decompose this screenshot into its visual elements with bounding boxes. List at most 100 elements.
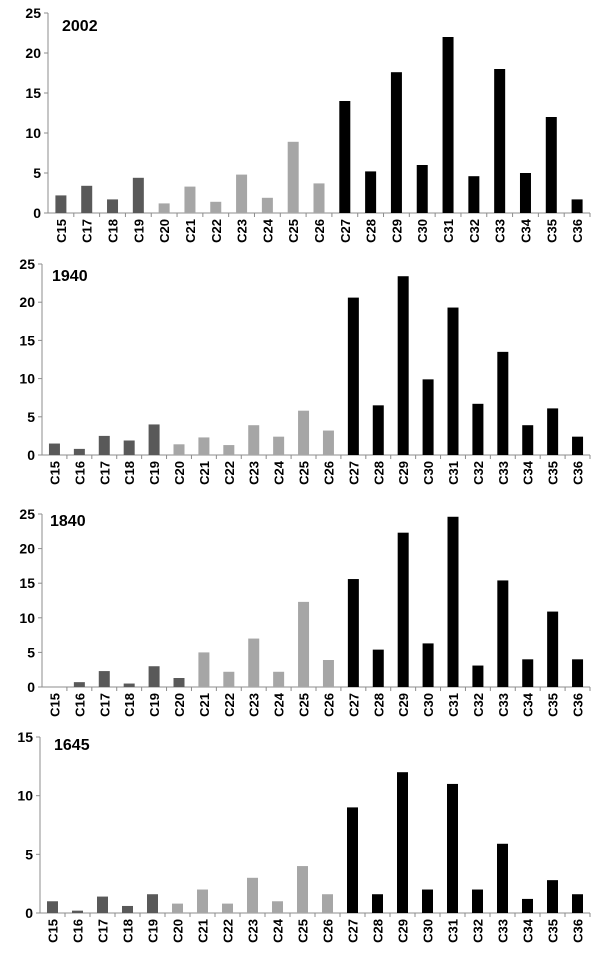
x-tick-label: C34 — [521, 692, 536, 717]
x-tick-label: C32 — [467, 219, 482, 243]
x-tick-label: C17 — [97, 693, 112, 717]
x-tick-label: C25 — [286, 219, 301, 243]
x-tick-label: C21 — [197, 693, 212, 717]
bar-C15 — [55, 195, 67, 213]
bar-C33 — [497, 580, 509, 687]
bar-C17 — [98, 435, 110, 455]
x-tick-label: C20 — [157, 219, 172, 243]
bar-C21 — [198, 437, 210, 455]
bar-C17 — [98, 671, 110, 687]
bar-C27 — [347, 579, 359, 687]
x-tick-label: C29 — [396, 693, 411, 717]
bar-C36 — [572, 436, 584, 455]
x-tick-label: C22 — [222, 461, 237, 485]
y-tick-label: 5 — [25, 846, 33, 862]
bar-C30 — [416, 165, 428, 213]
bar-C26 — [322, 660, 334, 687]
bar-C34 — [522, 425, 534, 455]
bar-C31 — [447, 516, 459, 687]
y-tick-label: 0 — [27, 447, 35, 463]
bar-C35 — [547, 408, 559, 455]
x-tick-label: C23 — [247, 461, 262, 485]
bar-C25 — [298, 601, 310, 687]
bar-chart-1840: 0 5 10 15 20 25 C15 C16 C17 C18 C19 C20 C21 C22 C23 C24… — [19, 506, 591, 717]
x-tick-label: C18 — [122, 461, 137, 485]
x-tick-label: C23 — [247, 693, 262, 717]
x-tick-label: C31 — [446, 461, 461, 485]
bar-C25 — [297, 866, 308, 913]
bar-C31 — [447, 783, 458, 913]
y-tick-label: 10 — [25, 125, 41, 141]
bar-C21 — [197, 889, 208, 913]
x-tick-label: C25 — [297, 461, 312, 485]
x-tick-label: C31 — [446, 693, 461, 717]
bar-C19 — [148, 424, 160, 455]
x-tick-label: C24 — [272, 692, 287, 717]
x-tick-label: C28 — [371, 461, 386, 485]
bar-C34 — [522, 659, 534, 687]
x-tick-label: C16 — [72, 693, 87, 717]
chart-panel-1940: 0 5 10 15 20 25 C15 C16 C17 C18 C19 C20 C21 C22 C23 C24… — [0, 255, 600, 498]
bar-C20 — [173, 444, 185, 455]
x-tick-label: C20 — [171, 919, 186, 943]
chart-panel-1645: 0 5 10 15 C15 C16 C17 C18 C19 C20 C21 C22 C23 C24 C25 C… — [0, 729, 600, 957]
bar-C24 — [261, 197, 273, 213]
bar-C23 — [247, 877, 258, 913]
x-tick-label: C29 — [396, 919, 411, 943]
x-tick-label: C32 — [471, 693, 486, 717]
y-tick-label: 15 — [19, 575, 35, 591]
chart-panel-2002: 0 5 10 15 20 25 C15 C17 C18 C19 C20 C21 C22 C23 C24 C25… — [0, 0, 600, 255]
bar-C36 — [571, 199, 583, 213]
bar-C18 — [123, 683, 135, 687]
bar-C19 — [132, 177, 144, 213]
bar-C16 — [73, 682, 85, 687]
y-tick-label: 5 — [27, 409, 35, 425]
bar-C28 — [372, 649, 384, 687]
bar-chart-1645: 0 5 10 15 C15 C16 C17 C18 C19 C20 C21 C22 C23 C24 C25 C… — [17, 729, 591, 943]
x-tick-label: C29 — [396, 461, 411, 485]
bar-C19 — [147, 894, 158, 913]
x-tick-label: C17 — [97, 461, 112, 485]
bar-C33 — [497, 843, 508, 913]
bar-C26 — [313, 183, 325, 213]
x-tick-label: C33 — [496, 919, 511, 943]
x-tick-label: C26 — [321, 919, 336, 943]
x-tick-label: C34 — [521, 918, 536, 943]
x-tick-label: C15 — [54, 219, 69, 243]
y-tick-label: 15 — [17, 729, 33, 745]
x-tick-label: C32 — [471, 919, 486, 943]
bar-C35 — [545, 117, 557, 213]
x-tick-label: C19 — [147, 693, 162, 717]
bar-C32 — [472, 403, 484, 455]
bar-C22 — [223, 445, 235, 455]
y-tick-label: 5 — [33, 165, 41, 181]
x-tick-label: C36 — [571, 693, 586, 717]
bar-C36 — [572, 894, 583, 913]
bar-C15 — [47, 901, 58, 913]
x-tick-label: C26 — [312, 219, 327, 243]
x-tick-label: C21 — [183, 219, 198, 243]
chart-title: 1840 — [50, 513, 86, 530]
bar-C20 — [172, 903, 183, 913]
bar-C27 — [347, 297, 359, 455]
x-tick-label: C34 — [521, 460, 536, 485]
y-tick-label: 20 — [19, 541, 35, 557]
bar-C24 — [272, 901, 283, 913]
y-tick-label: 5 — [27, 644, 35, 660]
x-tick-label: C17 — [80, 219, 95, 243]
bar-C29 — [390, 72, 402, 213]
y-tick-label: 15 — [19, 332, 35, 348]
x-tick-label: C22 — [222, 693, 237, 717]
bar-C28 — [372, 405, 384, 455]
x-tick-label: C21 — [197, 461, 212, 485]
bar-C30 — [422, 889, 433, 913]
bar-C18 — [123, 440, 135, 455]
x-tick-label: C28 — [364, 219, 379, 243]
x-tick-label: C24 — [271, 918, 286, 943]
x-tick-label: C16 — [71, 919, 86, 943]
x-tick-label: C28 — [371, 919, 386, 943]
bar-C26 — [322, 430, 334, 455]
x-tick-label: C17 — [96, 919, 111, 943]
bar-C24 — [273, 671, 285, 687]
